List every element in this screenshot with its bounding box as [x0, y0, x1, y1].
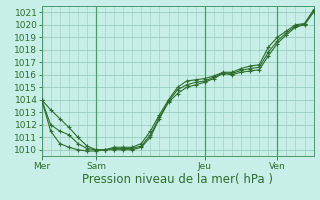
X-axis label: Pression niveau de la mer( hPa ): Pression niveau de la mer( hPa ) — [82, 173, 273, 186]
